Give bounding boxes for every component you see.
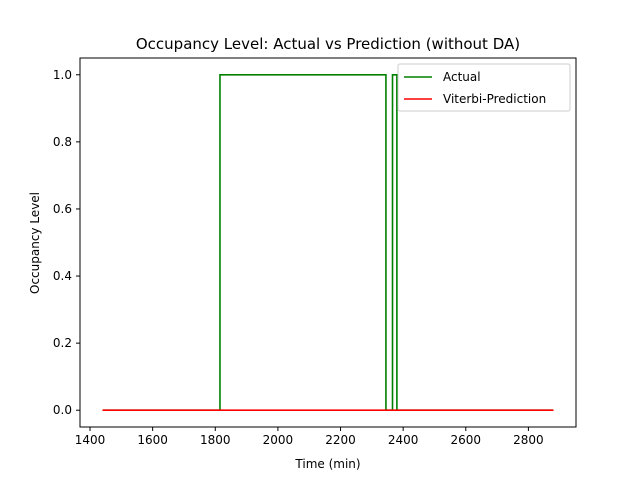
x-axis-label: Time (min) — [294, 457, 360, 471]
x-tick-label: 1600 — [137, 433, 168, 447]
chart-title: Occupancy Level: Actual vs Prediction (w… — [136, 35, 520, 53]
x-axis-ticks: 1400 1600 1800 2000 2200 2400 2600 2800 — [75, 427, 544, 447]
legend: Actual Viterbi-Prediction — [397, 63, 571, 112]
plot-background — [80, 58, 576, 427]
y-tick-label: 0.8 — [53, 135, 72, 149]
x-tick-label: 2600 — [451, 433, 482, 447]
series-layer — [102, 73, 554, 412]
y-tick-label: 0.6 — [53, 202, 72, 216]
y-tick-label: 0.2 — [53, 336, 72, 350]
y-tick-label: 0.0 — [53, 403, 72, 417]
legend-label: Actual — [443, 70, 481, 84]
x-tick-label: 2200 — [325, 433, 356, 447]
x-tick-label: 2400 — [388, 433, 419, 447]
legend-box — [397, 63, 571, 112]
plot-area — [80, 58, 576, 427]
x-tick-label: 1400 — [75, 433, 106, 447]
x-tick-label: 1800 — [200, 433, 231, 447]
plot-frame — [79, 57, 577, 428]
x-tick-label: 2800 — [513, 433, 544, 447]
legend-label: Viterbi-Prediction — [443, 92, 546, 106]
y-tick-label: 1.0 — [53, 68, 72, 82]
y-axis-label: Occupancy Level — [28, 192, 42, 294]
y-axis-ticks: 0.0 0.2 0.4 0.6 0.8 1.0 — [53, 68, 80, 417]
y-tick-label: 0.4 — [53, 269, 72, 283]
x-tick-label: 2000 — [263, 433, 294, 447]
